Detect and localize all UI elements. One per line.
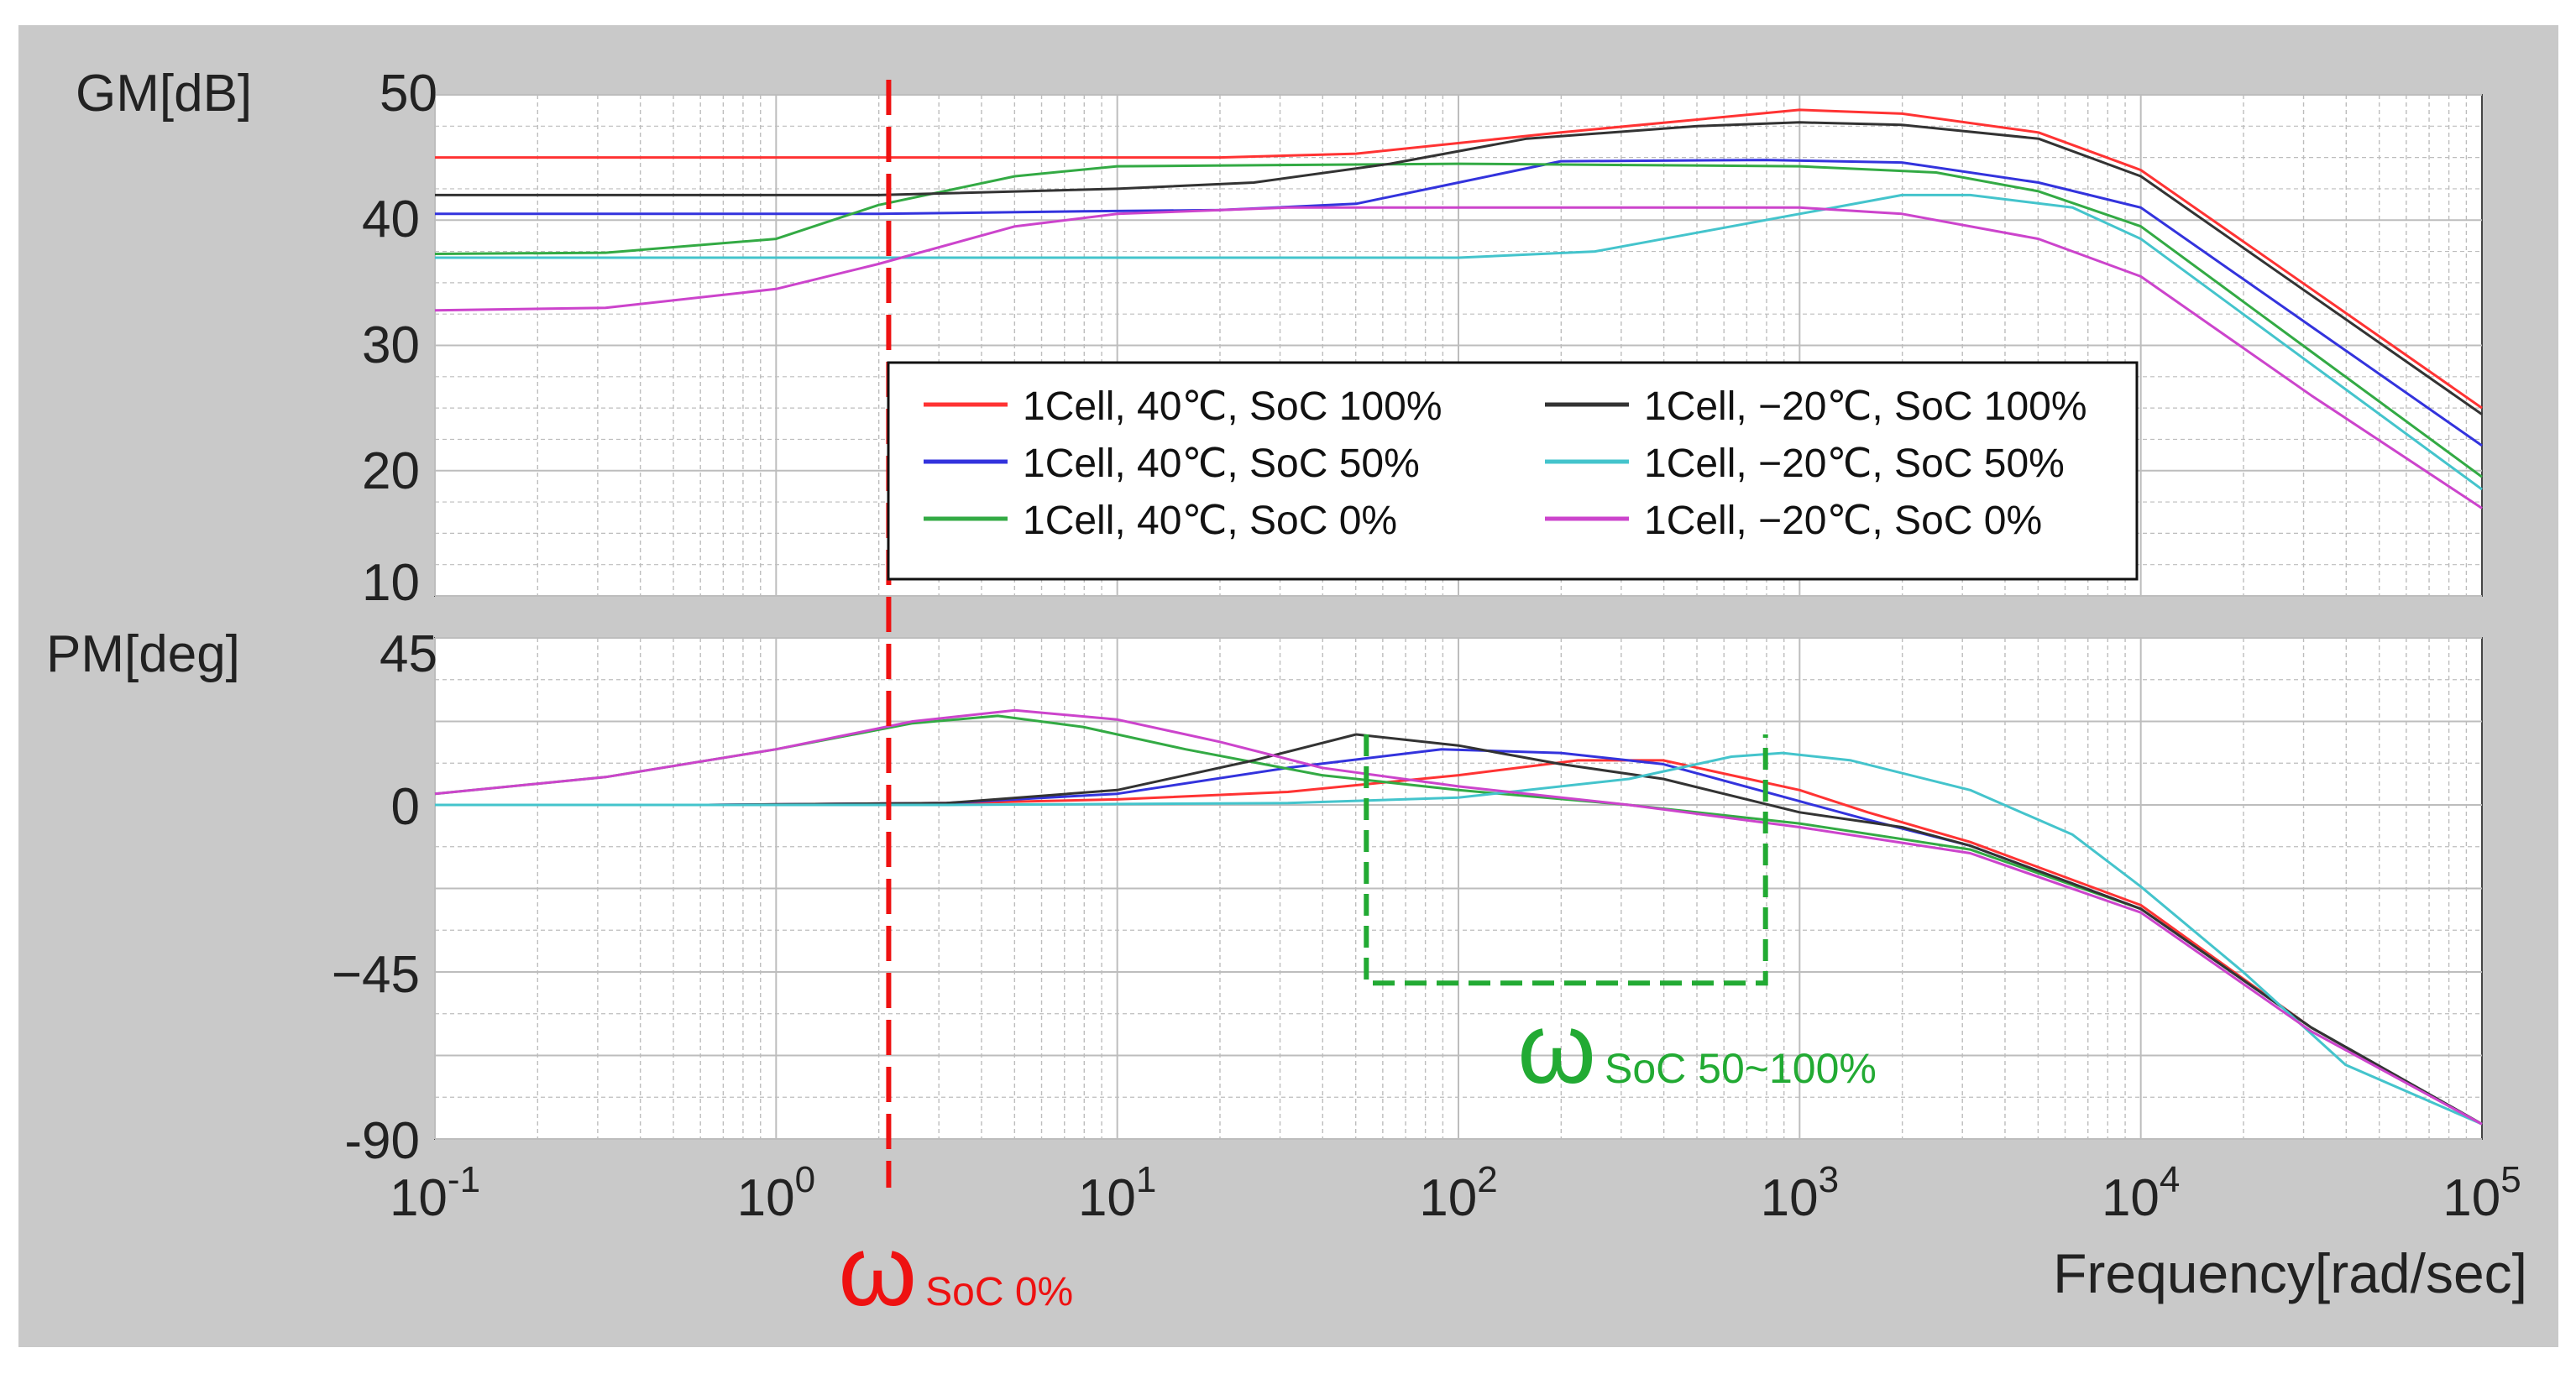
gm-series-line-4: [435, 193, 2483, 491]
pm-tick-minus-90: -90: [344, 1112, 420, 1170]
gm-series-line-1: [435, 159, 2483, 447]
pm-series-line-3: [708, 733, 2483, 1126]
pm-tick-minus-45: −45: [332, 946, 420, 1004]
legend-label: 1Cell, 40℃, SoC 0%: [1023, 499, 1397, 543]
legend-label: 1Cell, −20℃, SoC 100%: [1644, 384, 2087, 429]
x-tick-label: 102: [1419, 1159, 1497, 1227]
green-range-label: ω SoC 50~100%: [1517, 992, 1877, 1105]
pm-axis-top-value: 45: [380, 625, 437, 683]
legend-label: 1Cell, −20℃, SoC 50%: [1644, 441, 2065, 486]
annotations: ω SoC 0% ω SoC 50~100%: [838, 80, 1877, 1327]
gm-series-line-0: [435, 108, 2483, 410]
gm-tick-40: 40: [362, 191, 420, 248]
pm-axis-label: PM[deg]: [46, 625, 240, 683]
pm-series-group: [434, 708, 2483, 1126]
x-tick-label: 10-1: [390, 1159, 480, 1227]
gm-tick-20: 20: [362, 442, 420, 500]
gm-tick-30: 30: [362, 316, 420, 374]
gm-series-group: [434, 108, 2483, 509]
x-tick-label: 104: [2102, 1159, 2180, 1227]
legend-label: 1Cell, 40℃, SoC 100%: [1023, 384, 1442, 429]
x-tick-label: 101: [1078, 1159, 1156, 1227]
legend-label: 1Cell, 40℃, SoC 50%: [1023, 441, 1420, 486]
pm-series-line-0: [708, 759, 2483, 1126]
green-range-box: [1364, 734, 1768, 986]
pm-series-line-4: [435, 751, 2483, 1126]
gm-axis-label: GM[dB]: [76, 65, 252, 123]
gm-series-line-5: [434, 206, 2483, 509]
gm-series-line-2: [434, 162, 2483, 478]
gm-tick-10: 10: [362, 554, 420, 612]
legend-label: 1Cell, −20℃, SoC 0%: [1644, 499, 2042, 543]
x-tick-label: 100: [737, 1159, 815, 1227]
x-tick-labels: 10-1 100 101 102 103 104 105: [390, 1159, 2521, 1227]
legend: 1Cell, 40℃, SoC 100% 1Cell, 40℃, SoC 50% 1…: [887, 361, 2139, 581]
pm-tick-0: 0: [391, 778, 420, 836]
gm-series-line-3: [435, 121, 2483, 415]
legend-box: [887, 361, 2139, 581]
red-marker-label: ω SoC 0%: [838, 1215, 1073, 1327]
pm-series-line-5: [434, 708, 2483, 1126]
x-axis-label: Frequency[rad/sec]: [2053, 1242, 2527, 1304]
gm-axis-top-value: 50: [380, 65, 437, 123]
x-tick-label: 105: [2442, 1159, 2521, 1227]
x-tick-label: 103: [1761, 1159, 1839, 1227]
